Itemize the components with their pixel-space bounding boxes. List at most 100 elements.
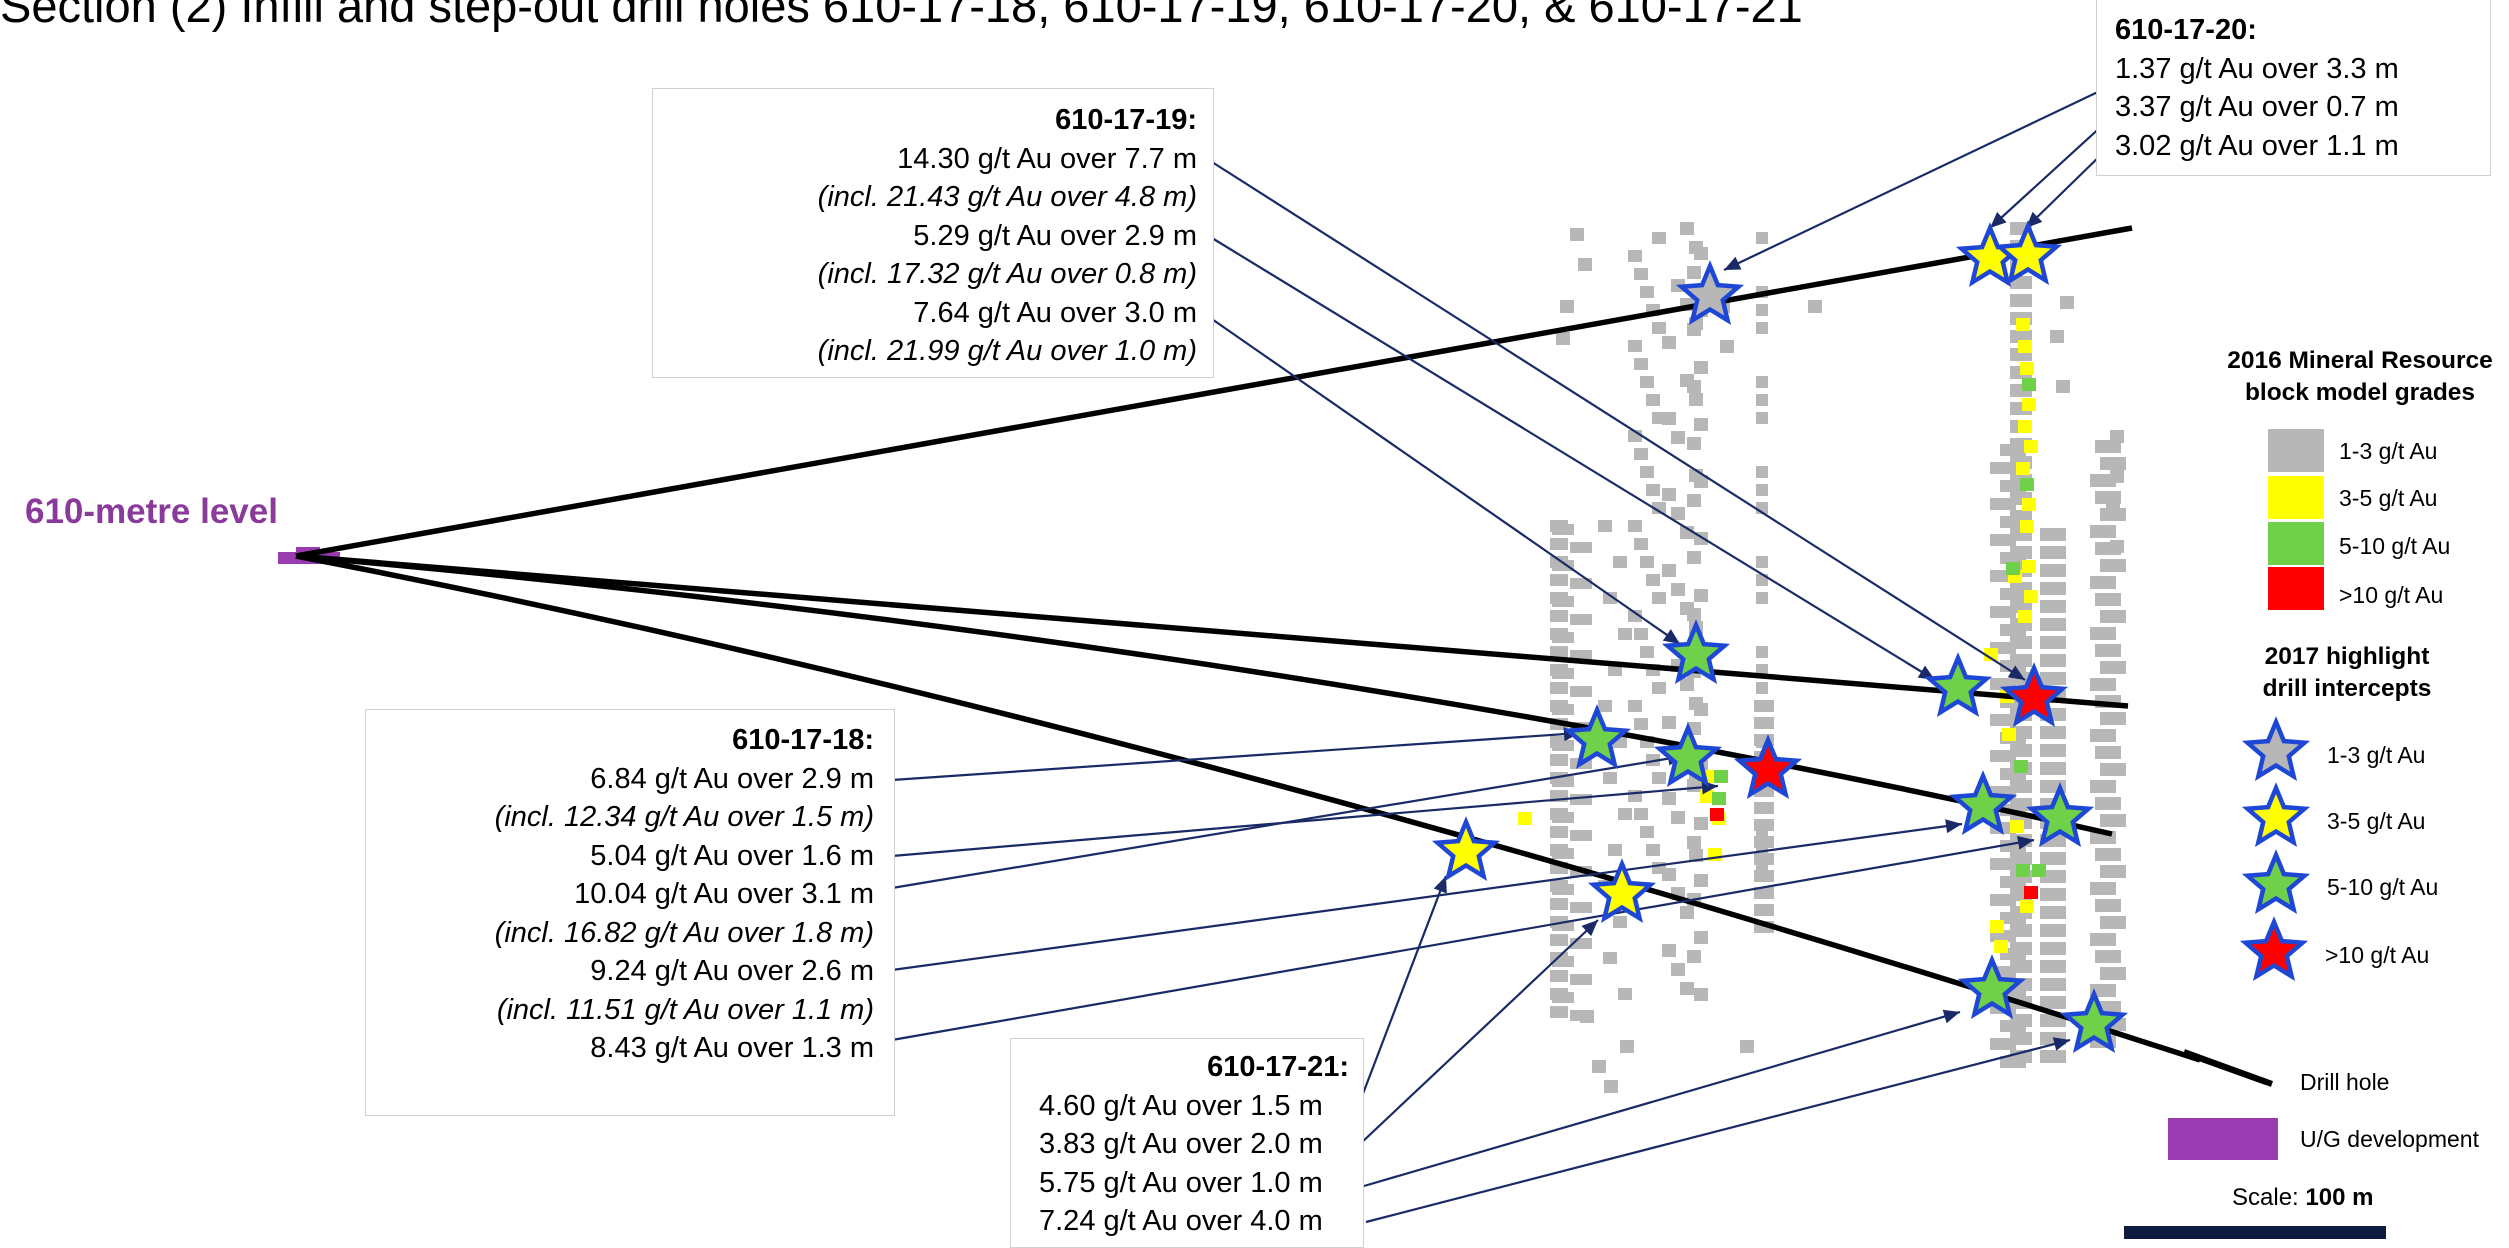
block-cell (2010, 294, 2032, 307)
legend-swatch-gt10 (2268, 567, 2324, 610)
block-cell (1687, 779, 1701, 792)
legend-intercept-label-1: 1-3 g/t Au (2327, 742, 2426, 768)
block-cell (1756, 592, 1768, 604)
legend-block-label-3: 5-10 g/t Au (2339, 533, 2451, 559)
block-cell (1694, 703, 1708, 716)
block-cell (2040, 852, 2066, 865)
block-cell (2095, 950, 2121, 963)
block-cell (1570, 794, 1592, 805)
leader-line (1195, 307, 1681, 645)
block-cell (1754, 904, 1774, 916)
block-cell (1652, 322, 1666, 334)
block-cell (1556, 332, 1570, 345)
block-cell (1628, 340, 1642, 352)
block-cell (2000, 588, 2026, 600)
block-cell (1990, 498, 2016, 510)
block-cell (1687, 380, 1701, 393)
block-cell (2022, 398, 2036, 411)
block-cell (2100, 610, 2126, 623)
block-cell (2000, 624, 2026, 636)
block-cell (1652, 772, 1666, 784)
block-cell (1550, 538, 1568, 550)
block-cell (1756, 556, 1768, 568)
drill-hole-trace (295, 553, 2201, 1063)
intercept-star-gt10 (1999, 662, 2069, 728)
intercept-star-5-10 (2059, 988, 2129, 1054)
level-label: 610-metre level (25, 492, 278, 531)
block-cell (2040, 906, 2066, 919)
block-cell (1990, 920, 2004, 933)
block-cell (1720, 340, 1734, 353)
legend-star-1-3 (2241, 716, 2311, 782)
block-cell (1550, 826, 1568, 838)
block-cell (1640, 556, 1654, 568)
block-cell (1552, 596, 1574, 607)
legend-swatch-3-5 (2268, 476, 2324, 519)
intercept-line: (incl. 12.34 g/t Au over 1.5 m) (494, 801, 874, 833)
block-cell (1808, 300, 1822, 313)
block-cell (1994, 940, 2008, 953)
block-cell (2000, 552, 2026, 564)
block-cell (1550, 898, 1568, 910)
block-cell (1754, 853, 1774, 865)
intercept-star-3-5 (1587, 858, 1657, 924)
block-cell (2095, 899, 2121, 912)
block-cell (2100, 661, 2126, 674)
block-cell (1687, 437, 1701, 450)
block-cell (1662, 944, 1676, 957)
block-cell (1570, 830, 1592, 841)
block-cell (2020, 900, 2034, 913)
block-cell (2000, 876, 2026, 888)
block-cell (1694, 475, 1708, 488)
block-cell (1687, 494, 1701, 507)
block-cell (2000, 1056, 2026, 1068)
block-cell (1603, 592, 1617, 604)
intercept-line: 5.04 g/t Au over 1.6 m (590, 839, 874, 872)
block-cell (1552, 920, 1574, 931)
intercept-line: 8.43 g/t Au over 1.3 m (590, 1032, 874, 1064)
block-cell (2040, 996, 2066, 1009)
block-cell (1646, 754, 1660, 766)
block-cell (1618, 808, 1632, 820)
block-cell (1550, 934, 1568, 946)
intercept-star-3-5 (1431, 816, 1501, 882)
block-cell (1550, 970, 1568, 982)
intercept-line: (incl. 16.82 g/t Au over 1.8 m) (494, 916, 874, 949)
leader-line (1723, 89, 2103, 271)
intercept-line: 3.37 g/t Au over 0.7 m (2115, 91, 2399, 123)
block-cell (1628, 700, 1642, 712)
block-cell (1640, 826, 1654, 838)
hole-21-box: 610-17-21: 4.60 g/t Au over 1.5 m 3.83 g/… (1010, 1038, 1364, 1248)
leader-line (1211, 161, 2026, 681)
scale-prefix: Scale: (2232, 1184, 2306, 1211)
block-cell (2090, 576, 2116, 589)
block-cell (2040, 726, 2066, 739)
block-cell (1990, 894, 2016, 906)
block-cell (1652, 502, 1666, 514)
block-cell (1687, 608, 1701, 621)
intercept-star-1-3 (1675, 260, 1745, 326)
block-cell (2020, 520, 2034, 533)
block-cell (1552, 776, 1574, 787)
block-cell (1754, 819, 1774, 831)
block-cell (2014, 760, 2028, 773)
block-cell (2100, 916, 2126, 929)
block-cell (2095, 440, 2121, 453)
block-cell (1662, 336, 1676, 349)
block-cell (2040, 600, 2066, 613)
block-cell (1671, 431, 1685, 444)
block-cell (2110, 470, 2124, 483)
block-cell (2100, 814, 2126, 827)
intercept-star-gt10 (1733, 734, 1803, 800)
block-cell (2110, 430, 2124, 443)
block-cell (1552, 668, 1574, 679)
block-cell (2090, 627, 2116, 640)
block-cell (1570, 228, 1584, 241)
block-cell (1634, 268, 1648, 280)
intercept-stars (1431, 220, 2129, 1054)
drill-hole-trace (295, 553, 2113, 837)
block-cell (2090, 474, 2116, 487)
block-cell (2040, 762, 2066, 775)
block-cell (1634, 448, 1648, 460)
